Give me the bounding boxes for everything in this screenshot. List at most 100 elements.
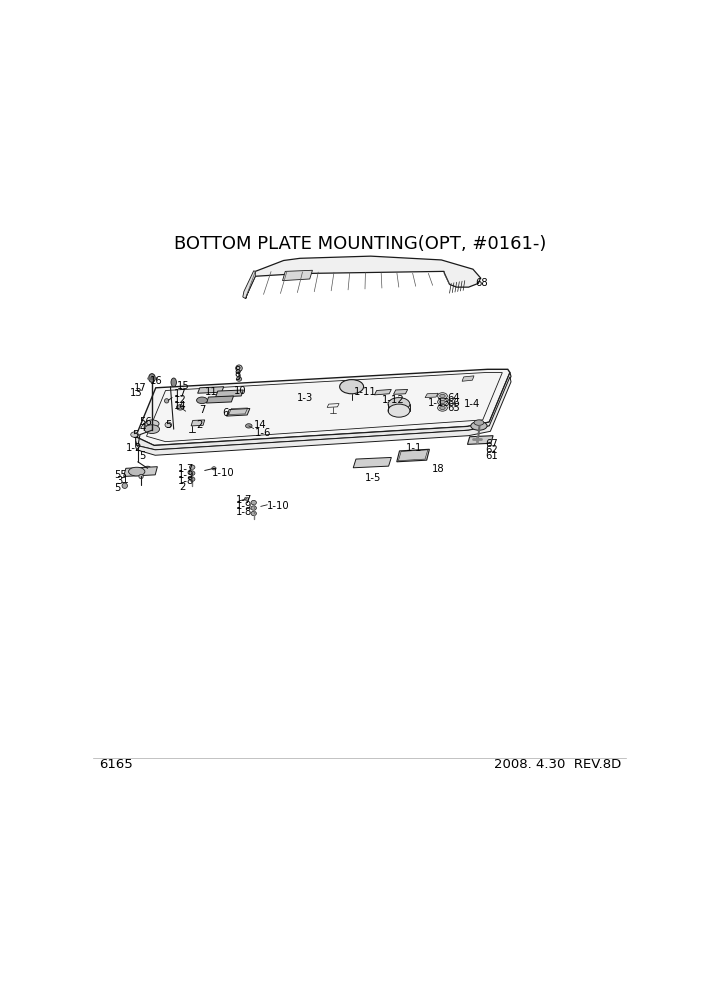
Ellipse shape [164, 399, 168, 403]
Text: 61: 61 [485, 450, 498, 461]
Text: 55: 55 [114, 470, 126, 480]
Ellipse shape [388, 404, 410, 418]
Text: 1-10: 1-10 [267, 501, 290, 511]
Polygon shape [227, 409, 250, 416]
Ellipse shape [439, 395, 445, 398]
Ellipse shape [165, 422, 171, 428]
Text: 1-13: 1-13 [428, 398, 451, 408]
Text: 9: 9 [234, 372, 241, 383]
Text: 64: 64 [447, 393, 459, 403]
Ellipse shape [149, 374, 155, 382]
Text: 62: 62 [485, 444, 498, 454]
Ellipse shape [122, 483, 128, 488]
Text: 1-12: 1-12 [382, 395, 404, 406]
Ellipse shape [388, 398, 410, 411]
Text: 1-1: 1-1 [406, 442, 423, 452]
Text: 8: 8 [234, 366, 241, 377]
Text: 5: 5 [140, 450, 146, 461]
Polygon shape [198, 387, 224, 393]
Text: 7: 7 [199, 405, 206, 415]
Text: 14: 14 [173, 402, 186, 412]
Ellipse shape [437, 405, 447, 412]
Polygon shape [282, 270, 312, 281]
Text: 1-9: 1-9 [178, 470, 194, 480]
Text: 4: 4 [140, 423, 146, 434]
Ellipse shape [437, 393, 447, 399]
Polygon shape [246, 256, 481, 299]
Text: 12: 12 [173, 395, 187, 405]
Text: 68: 68 [475, 279, 488, 289]
Text: 1-8: 1-8 [237, 507, 253, 517]
Ellipse shape [246, 424, 252, 429]
Ellipse shape [474, 420, 484, 426]
Text: 1-7: 1-7 [237, 495, 253, 505]
Text: 1-9: 1-9 [237, 501, 253, 511]
Ellipse shape [236, 365, 242, 371]
Text: 1-3: 1-3 [297, 393, 314, 403]
Text: 6165: 6165 [98, 758, 133, 771]
Ellipse shape [139, 474, 143, 479]
Text: 67: 67 [485, 438, 498, 448]
Polygon shape [135, 377, 511, 455]
Text: 1-2: 1-2 [126, 443, 143, 453]
Text: 2: 2 [197, 420, 203, 430]
Ellipse shape [145, 425, 159, 434]
Text: 15: 15 [176, 381, 189, 391]
Text: 1-6: 1-6 [256, 428, 272, 437]
Ellipse shape [439, 407, 445, 410]
Polygon shape [468, 435, 493, 444]
Text: 14: 14 [253, 420, 266, 430]
Polygon shape [206, 396, 234, 403]
Text: 17: 17 [173, 389, 187, 399]
Text: 13: 13 [130, 388, 143, 398]
Polygon shape [243, 271, 256, 299]
Ellipse shape [439, 401, 445, 404]
Ellipse shape [145, 466, 151, 470]
Ellipse shape [190, 465, 195, 469]
Polygon shape [462, 376, 474, 381]
Polygon shape [425, 393, 438, 398]
Polygon shape [124, 466, 157, 476]
Text: 1-10: 1-10 [212, 467, 234, 478]
Ellipse shape [340, 380, 364, 394]
Text: 65: 65 [447, 404, 460, 414]
Text: 5: 5 [114, 483, 120, 493]
Polygon shape [397, 449, 430, 462]
Text: BOTTOM PLATE MOUNTING(OPT, #0161-): BOTTOM PLATE MOUNTING(OPT, #0161-) [173, 235, 546, 253]
Text: 11: 11 [205, 387, 218, 397]
Text: 66: 66 [447, 398, 460, 408]
Ellipse shape [251, 506, 256, 510]
Ellipse shape [171, 378, 176, 387]
Polygon shape [394, 390, 408, 395]
Text: 56: 56 [140, 417, 152, 428]
Polygon shape [191, 420, 205, 426]
Text: 1-11: 1-11 [355, 387, 377, 397]
Ellipse shape [197, 397, 208, 404]
Text: 3: 3 [116, 476, 122, 486]
Ellipse shape [190, 471, 195, 475]
Ellipse shape [237, 377, 241, 381]
Ellipse shape [471, 422, 487, 431]
Text: 5: 5 [166, 420, 172, 430]
Text: 1-7: 1-7 [178, 464, 194, 474]
Polygon shape [374, 390, 391, 395]
Ellipse shape [251, 511, 256, 516]
Text: 1-4: 1-4 [464, 399, 480, 409]
Ellipse shape [176, 405, 184, 410]
Text: 16: 16 [150, 376, 163, 386]
Text: 2008. 4.30  REV.8D: 2008. 4.30 REV.8D [494, 758, 621, 771]
Text: 10: 10 [234, 386, 246, 396]
Ellipse shape [244, 497, 249, 500]
Ellipse shape [437, 399, 447, 405]
Text: 18: 18 [432, 464, 444, 474]
Ellipse shape [212, 466, 216, 470]
Polygon shape [135, 373, 511, 449]
Ellipse shape [128, 467, 145, 476]
Polygon shape [216, 390, 244, 397]
Text: 2: 2 [179, 482, 185, 492]
Text: 5: 5 [133, 431, 139, 440]
Text: 17: 17 [134, 383, 147, 393]
Polygon shape [353, 457, 391, 468]
Polygon shape [135, 369, 510, 445]
Ellipse shape [251, 500, 256, 505]
